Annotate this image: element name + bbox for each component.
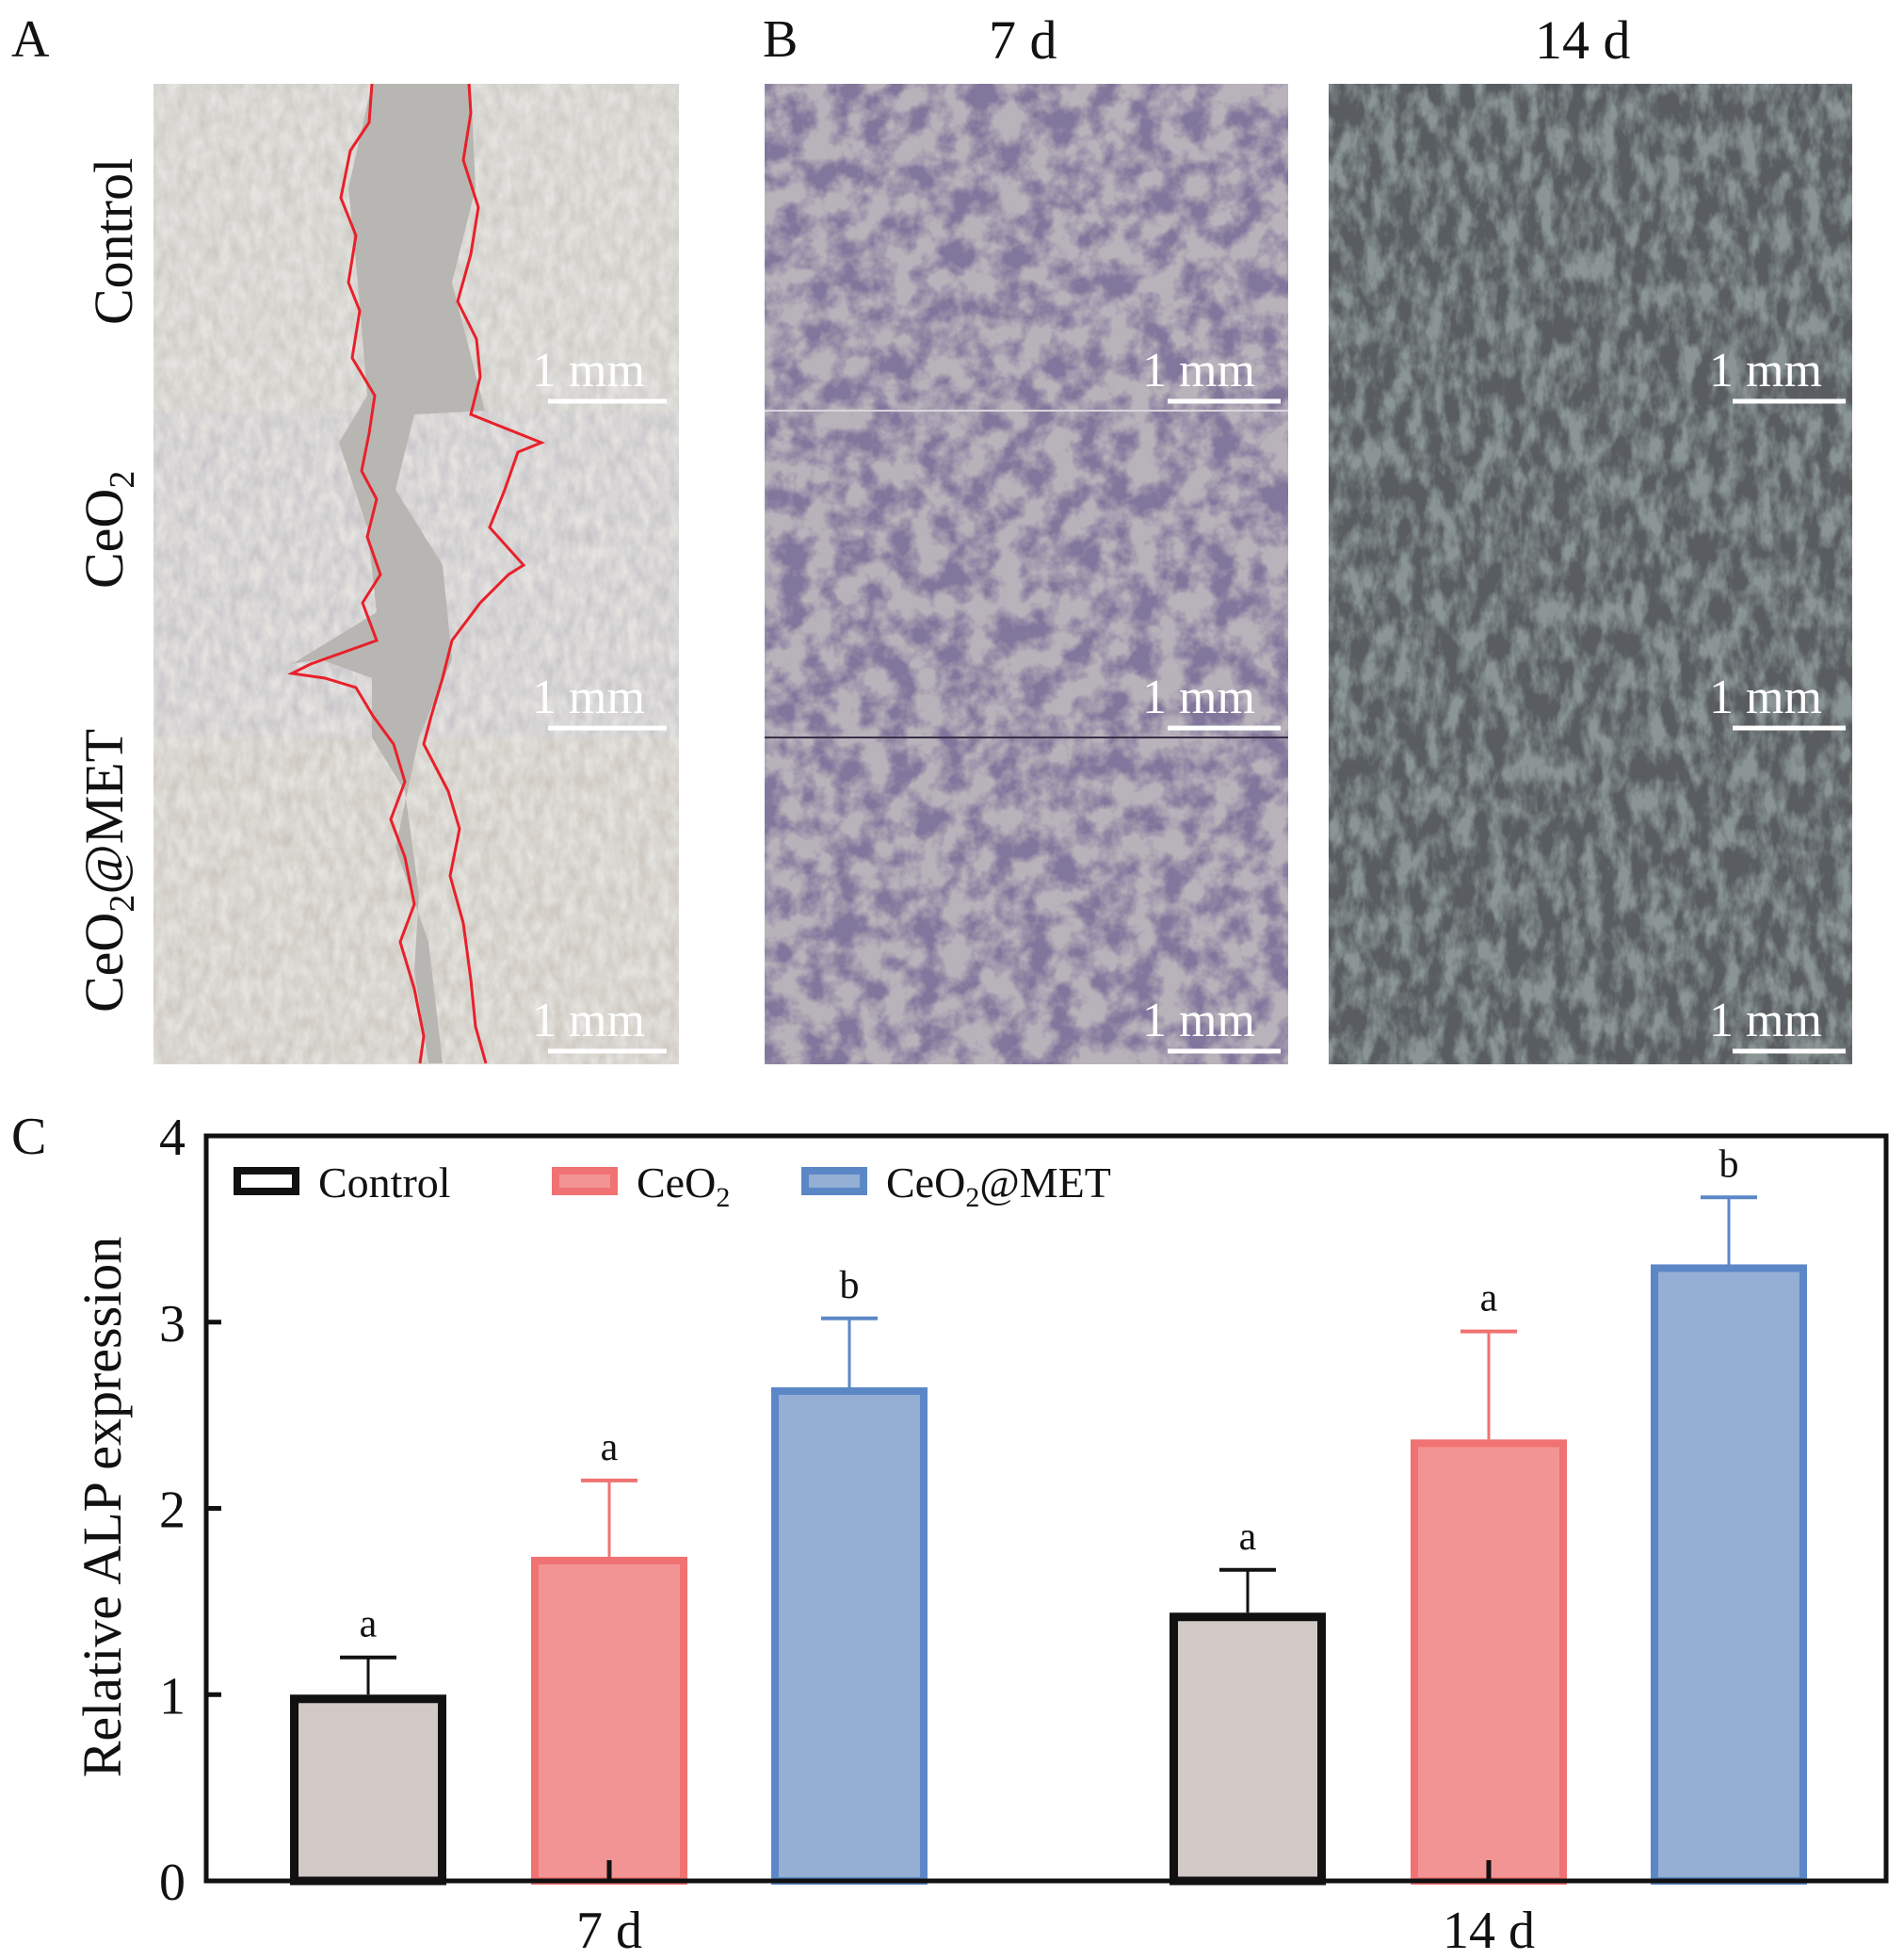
plot-frame bbox=[203, 1133, 1889, 1884]
panel-b-14d-images bbox=[1329, 84, 1852, 1064]
legend-label-main: Control bbox=[318, 1158, 451, 1207]
legend-label: CeO2@MET bbox=[886, 1158, 1111, 1213]
column-label-7d: 7 d bbox=[989, 9, 1057, 71]
y-tick-label: 1 bbox=[159, 1667, 186, 1725]
y-tick-label: 3 bbox=[159, 1295, 186, 1353]
svg-text:1 mm: 1 mm bbox=[532, 994, 645, 1047]
significance-label: b bbox=[1719, 1142, 1739, 1186]
svg-text:1 mm: 1 mm bbox=[1709, 671, 1822, 724]
bar-ceo2-met bbox=[771, 1386, 928, 1885]
significance-label: a bbox=[360, 1603, 378, 1646]
panel-label-a: A bbox=[11, 10, 50, 69]
x-tick-label: 7 d bbox=[576, 1902, 642, 1960]
svg-text:1 mm: 1 mm bbox=[1709, 994, 1822, 1047]
legend-label: Control bbox=[318, 1158, 451, 1207]
panel-b-7d-images bbox=[765, 84, 1288, 1064]
bar-ceo2 bbox=[531, 1556, 687, 1886]
wound-edge-left bbox=[287, 83, 426, 1064]
legend-label: CeO2 bbox=[637, 1158, 730, 1213]
bar-ceo2-met bbox=[1651, 1264, 1807, 1885]
panel-label-c: C bbox=[11, 1108, 46, 1166]
legend-swatch bbox=[801, 1167, 867, 1195]
y-tick-label: 0 bbox=[159, 1854, 186, 1912]
significance-label: b bbox=[840, 1264, 860, 1307]
bar-ceo2 bbox=[1411, 1439, 1567, 1886]
x-tick-label: 14 d bbox=[1443, 1902, 1535, 1960]
y-tick-label: 2 bbox=[159, 1482, 186, 1540]
significance-label: a bbox=[1239, 1515, 1257, 1559]
svg-text:1 mm: 1 mm bbox=[532, 344, 645, 397]
scale-bars-b: 1 mm 1 mm 1 mm 1 mm 1 mm 1 mm bbox=[1142, 344, 1846, 1054]
significance-label: a bbox=[601, 1426, 619, 1469]
legend: Control CeO2 CeO2@MET bbox=[234, 1158, 1111, 1213]
legend-label-rest: @MET bbox=[979, 1158, 1110, 1207]
significance-label: a bbox=[1480, 1277, 1498, 1320]
legend-label-main: CeO bbox=[886, 1158, 965, 1207]
row-label-ceo2-met: CeO2@MET bbox=[73, 729, 142, 1012]
svg-text:1 mm: 1 mm bbox=[532, 671, 645, 724]
bar-chart: Relative ALP expression a a a a b b 0 1 2 3 4 7 d 1… bbox=[72, 1109, 1889, 1960]
bar-control bbox=[1170, 1612, 1326, 1886]
svg-text:1 mm: 1 mm bbox=[1709, 344, 1822, 397]
legend-label-main: CeO bbox=[637, 1158, 716, 1207]
legend-swatch bbox=[234, 1167, 299, 1195]
row-label-control: Control bbox=[83, 158, 144, 325]
panel-a-images: 1 mm 1 mm 1 mm bbox=[153, 83, 679, 1064]
column-label-14d: 14 d bbox=[1535, 9, 1631, 71]
svg-text:1 mm: 1 mm bbox=[1142, 344, 1255, 397]
y-tick-label: 4 bbox=[159, 1109, 186, 1167]
legend-label-sub: 2 bbox=[965, 1182, 979, 1213]
wound-edge-right bbox=[422, 83, 546, 1064]
row-label-ceo2: CeO2 bbox=[73, 471, 142, 589]
legend-label-sub: 2 bbox=[716, 1182, 730, 1213]
y-axis-label: Relative ALP expression bbox=[72, 1237, 133, 1778]
svg-text:1 mm: 1 mm bbox=[1142, 994, 1255, 1047]
scale-bars-a: 1 mm 1 mm 1 mm bbox=[532, 344, 667, 1054]
panel-label-b: B bbox=[763, 10, 798, 69]
legend-swatch bbox=[552, 1167, 618, 1195]
svg-text:1 mm: 1 mm bbox=[1142, 671, 1255, 724]
bar-control bbox=[290, 1694, 446, 1886]
